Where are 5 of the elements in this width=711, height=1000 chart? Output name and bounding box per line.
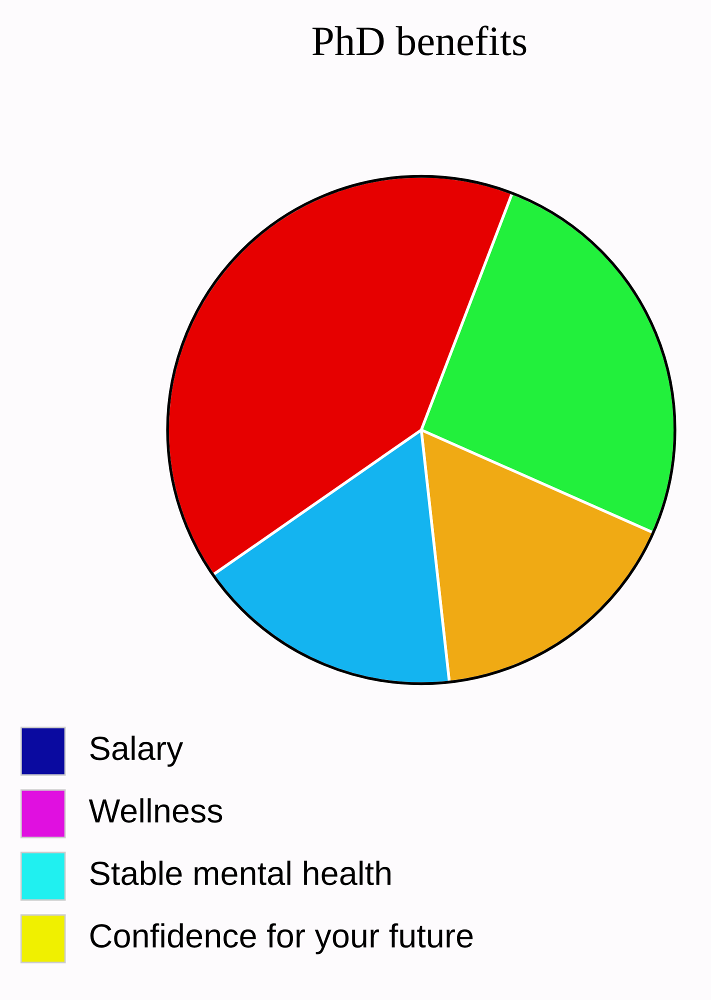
category-label: Wellness (88, 798, 222, 823)
category-label: Salary (90, 736, 184, 767)
category-label: Stable mental health (90, 860, 390, 886)
chart-title: PhD benefits (312, 26, 526, 56)
category-label: Confidence for your future (90, 923, 473, 954)
